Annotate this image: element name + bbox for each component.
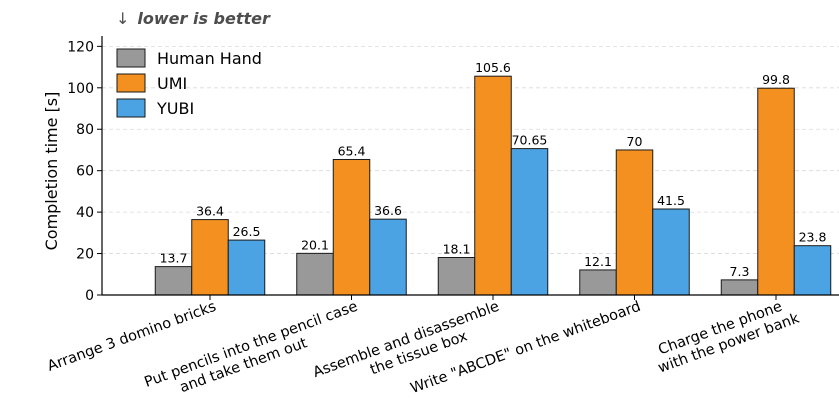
y-tick-label: 60 — [76, 164, 94, 180]
bar-value-label: 26.5 — [233, 224, 261, 239]
bar-value-label: 12.1 — [584, 254, 612, 269]
bar-human-hand — [579, 269, 617, 296]
bar-value-label: 20.1 — [301, 237, 329, 252]
bar-value-label: 36.6 — [374, 203, 402, 218]
bar-umi — [615, 149, 654, 296]
x-tick-label: Charge the phonewith the power bank — [650, 294, 802, 377]
legend-label: Human Hand — [157, 49, 262, 68]
bar-value-label: 23.8 — [799, 230, 827, 245]
lower-is-better-annotation: ↓ lower is better — [116, 9, 270, 28]
y-tick-label: 80 — [76, 122, 94, 138]
bar-value-label: 41.5 — [657, 193, 685, 208]
bar-value-label: 70.65 — [512, 133, 548, 148]
legend-label: YUBI — [156, 99, 194, 118]
bars — [154, 75, 832, 296]
y-tick-labels: 0 20 40 60 80 100 120 — [67, 39, 94, 304]
bar-human-hand — [296, 252, 334, 296]
bar-yubi — [369, 218, 407, 296]
down-arrow-icon: ↓ — [116, 9, 130, 28]
bar-yubi — [227, 239, 266, 296]
legend-swatch — [116, 48, 146, 68]
bar-value-label: 70 — [627, 134, 643, 149]
annotation-text: lower is better — [137, 9, 270, 28]
bar-value-label: 7.3 — [730, 264, 750, 279]
bar-yubi — [510, 148, 549, 296]
bar-umi — [757, 87, 795, 296]
bar-yubi — [793, 245, 832, 296]
bar-value-label: 18.1 — [443, 241, 471, 256]
svg-text:Charge the phonewith the power: Charge the phonewith the power bank — [650, 294, 802, 376]
y-tick-label: 0 — [85, 288, 94, 304]
y-axis-label: Completion time [s] — [42, 92, 61, 251]
bar-yubi — [652, 208, 690, 296]
legend: Human Hand UMI YUBI — [116, 48, 262, 118]
bar-value-label: 65.4 — [338, 143, 366, 158]
y-tick-label: 40 — [76, 205, 94, 221]
y-tick-label: 120 — [67, 39, 94, 55]
legend-swatch — [116, 73, 146, 93]
legend-swatch — [116, 98, 146, 118]
bar-value-label: 36.4 — [196, 204, 224, 219]
bar-value-label: 99.8 — [762, 72, 790, 87]
y-tick-label: 20 — [76, 247, 94, 263]
bar-human-hand — [720, 279, 759, 296]
bar-value-label: 13.7 — [160, 251, 188, 266]
bar-human-hand — [154, 266, 193, 296]
legend-label: UMI — [157, 74, 187, 93]
bar-umi — [474, 75, 512, 296]
axes — [97, 36, 839, 300]
bar-umi — [332, 158, 371, 296]
y-tick-label: 100 — [67, 81, 94, 97]
bar-umi — [191, 219, 229, 296]
bar-value-labels: 13.7 36.4 26.5 20.1 65.4 36.6 18.1 105.6 70.65 12… — [160, 60, 827, 279]
bar-value-label: 105.6 — [475, 60, 511, 75]
bar-human-hand — [437, 256, 476, 296]
